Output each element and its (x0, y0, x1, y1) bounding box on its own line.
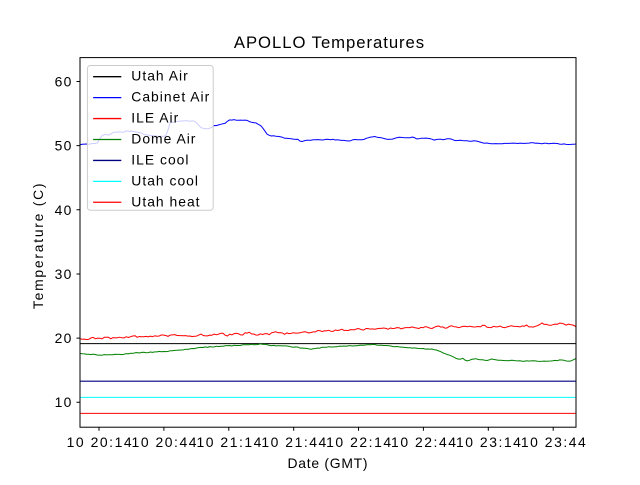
svg-text:10 23:44: 10 23:44 (521, 434, 587, 450)
svg-text:10: 10 (55, 394, 73, 410)
svg-text:Utah Air: Utah Air (131, 68, 188, 84)
svg-text:ILE Air: ILE Air (131, 110, 179, 126)
svg-text:10 20:44: 10 20:44 (132, 434, 198, 450)
svg-text:Date (GMT): Date (GMT) (287, 455, 368, 471)
svg-text:10 21:44: 10 21:44 (261, 434, 327, 450)
svg-text:Cabinet Air: Cabinet Air (131, 89, 210, 105)
svg-text:10 20:14: 10 20:14 (67, 434, 133, 450)
svg-text:20: 20 (55, 330, 73, 346)
svg-text:10 21:14: 10 21:14 (196, 434, 262, 450)
svg-text:10 22:44: 10 22:44 (391, 434, 457, 450)
svg-text:Utah cool: Utah cool (131, 172, 199, 188)
svg-text:10 22:14: 10 22:14 (326, 434, 392, 450)
svg-text:ILE cool: ILE cool (131, 151, 189, 167)
svg-text:50: 50 (55, 138, 73, 154)
svg-text:Utah heat: Utah heat (131, 193, 200, 209)
svg-text:60: 60 (55, 74, 73, 90)
svg-text:Dome Air: Dome Air (131, 130, 196, 146)
svg-text:10 23:14: 10 23:14 (456, 434, 522, 450)
svg-text:40: 40 (55, 202, 73, 218)
svg-text:30: 30 (55, 266, 73, 282)
svg-text:APOLLO Temperatures: APOLLO Temperatures (234, 33, 425, 52)
svg-text:Temperature (C): Temperature (C) (30, 182, 46, 309)
